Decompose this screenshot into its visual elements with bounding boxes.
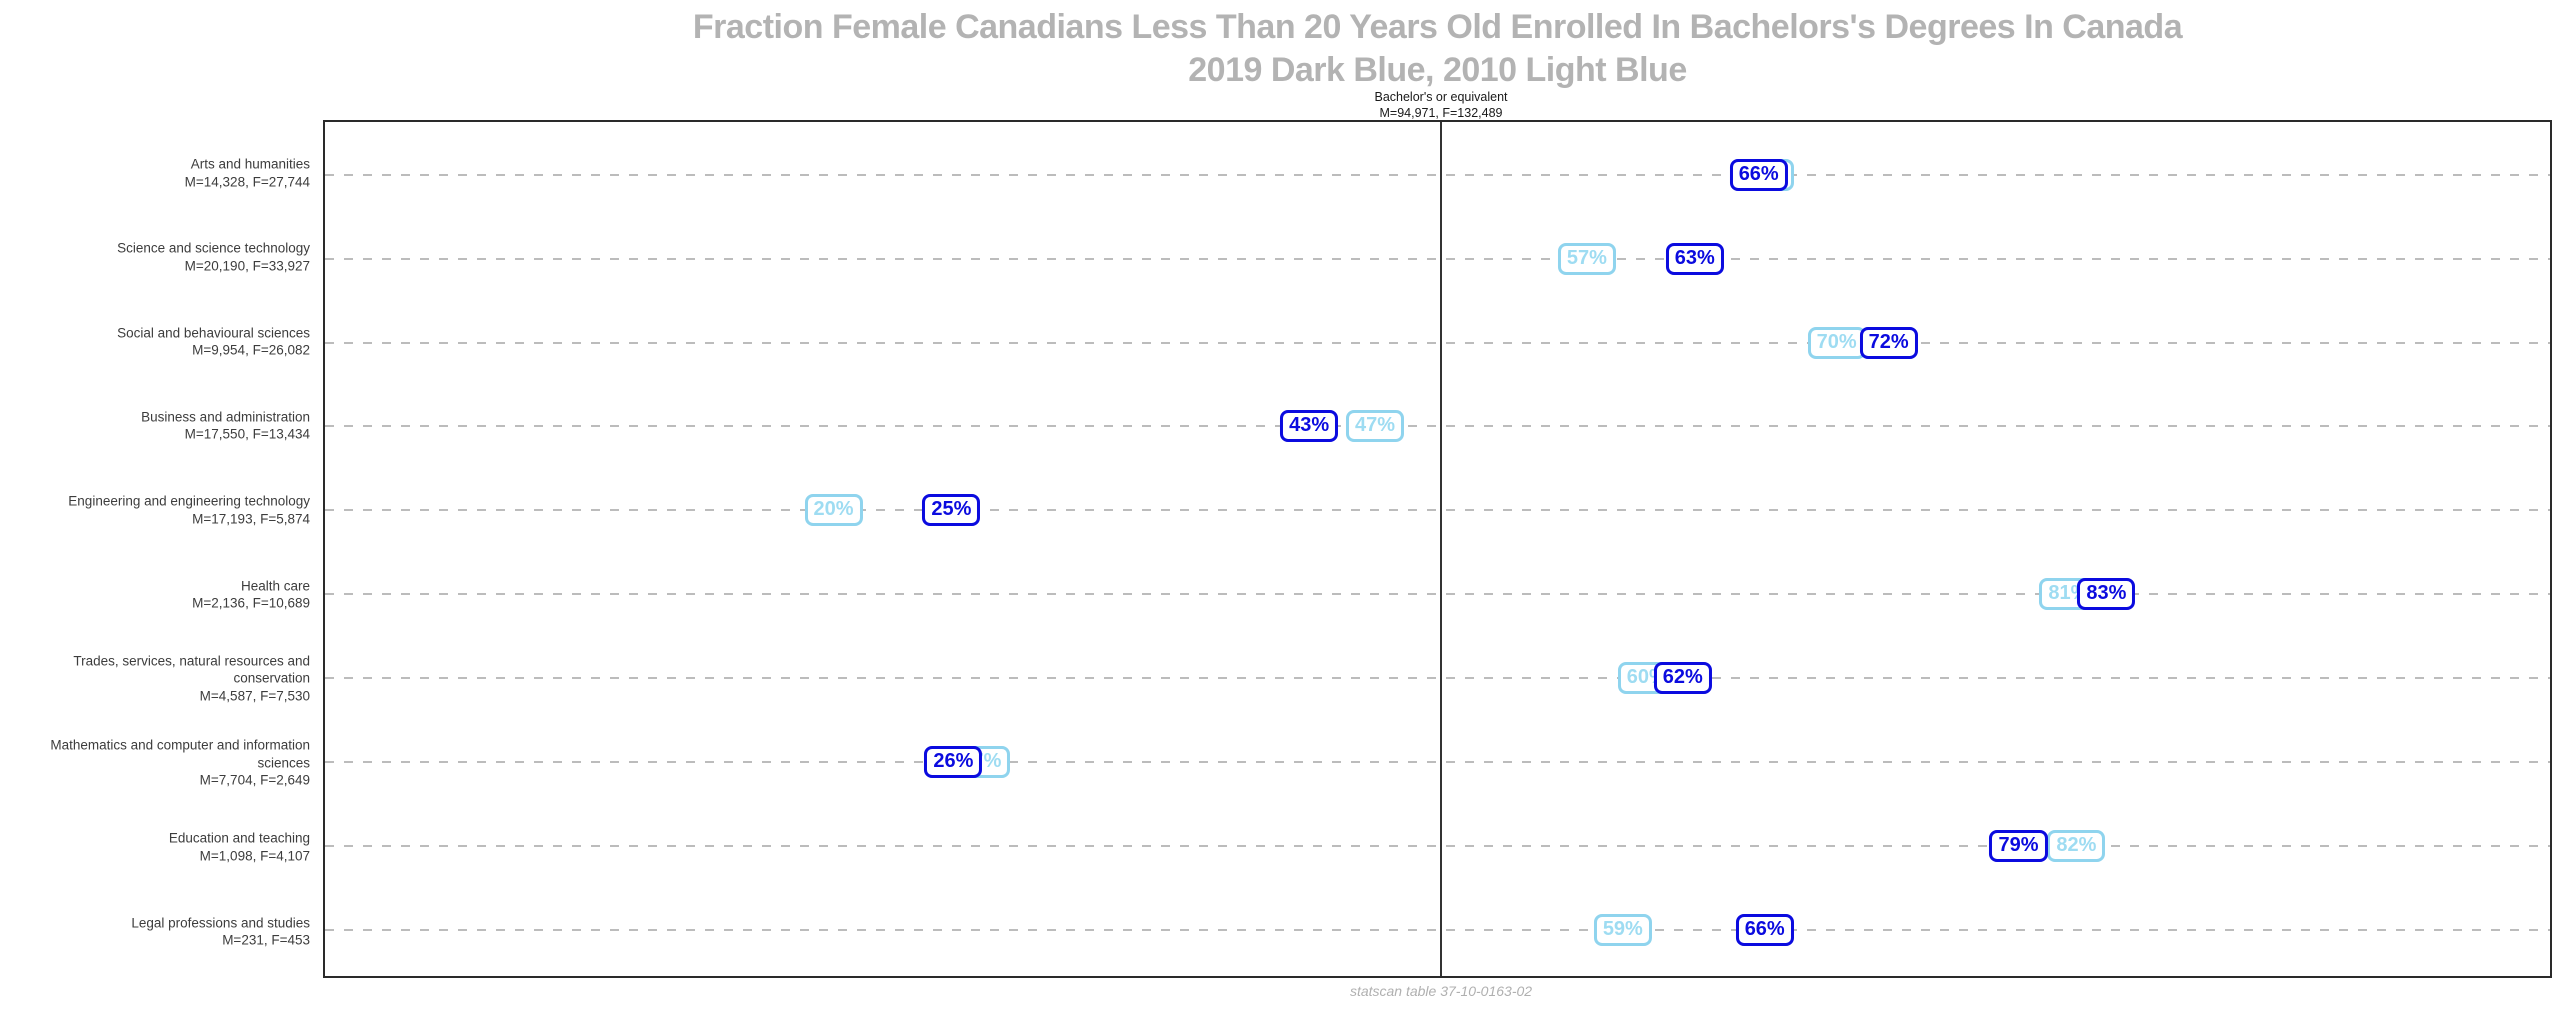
value-box-2019: 63% xyxy=(1665,242,1724,275)
category-name: Education and teaching xyxy=(168,830,310,846)
category-mf-counts: M=17,550, F=13,434 xyxy=(184,426,310,442)
chart-title-line1: Fraction Female Canadians Less Than 20 Y… xyxy=(692,8,2183,46)
row-gridline xyxy=(325,425,2550,428)
category-mf-counts: M=1,098, F=4,107 xyxy=(199,848,310,864)
category-label: Trades, services, natural resources and … xyxy=(0,652,310,705)
row-gridline xyxy=(325,845,2550,848)
category-label: Business and administration M=17,550, F=1… xyxy=(0,408,310,443)
category-label: Engineering and engineering technology M=… xyxy=(0,493,310,528)
category-name: Health care xyxy=(240,577,310,593)
reference-line-50pct xyxy=(1439,122,1442,976)
chart-title-line2: 2019 Dark Blue, 2010 Light Blue xyxy=(1188,50,1687,89)
category-mf-counts: M=20,190, F=33,927 xyxy=(184,258,310,274)
value-box-2019: 79% xyxy=(1989,830,2048,863)
row-gridline xyxy=(325,257,2550,260)
category-name: Engineering and engineering technology xyxy=(68,493,310,509)
value-box-2010: 70% xyxy=(1807,326,1866,359)
value-box-2019: 72% xyxy=(1859,326,1918,359)
value-box-2010: 20% xyxy=(804,494,863,527)
row-gridline xyxy=(325,928,2550,931)
category-label: Science and science technology M=20,190, … xyxy=(0,240,310,275)
value-box-2019: 43% xyxy=(1280,410,1339,443)
facet-totals: M=94,971, F=132,489 xyxy=(1379,105,1503,120)
facet-name: Bachelor's or equivalent xyxy=(1374,90,1508,104)
facet-header: Bachelor's or equivalent M=94,971, F=132… xyxy=(1141,90,1741,121)
row-gridline xyxy=(325,341,2550,344)
row-gridline xyxy=(325,173,2550,176)
value-box-2019: 66% xyxy=(1729,158,1788,191)
category-mf-counts: M=4,587, F=7,530 xyxy=(199,688,310,704)
category-name: Science and science technology xyxy=(117,240,310,256)
category-name: Legal professions and studies xyxy=(131,915,310,931)
category-mf-counts: M=231, F=453 xyxy=(222,932,310,948)
category-mf-counts: M=17,193, F=5,874 xyxy=(192,511,310,527)
value-box-2019: 66% xyxy=(1735,913,1794,946)
category-name: Business and administration xyxy=(141,409,310,425)
value-box-2010: 82% xyxy=(2047,830,2106,863)
category-label: Education and teaching M=1,098, F=4,107 xyxy=(0,830,310,865)
row-gridline xyxy=(325,509,2550,512)
category-label: Mathematics and computer and information… xyxy=(0,737,310,790)
category-label: Legal professions and studies M=231, F=45… xyxy=(0,914,310,949)
category-mf-counts: M=2,136, F=10,689 xyxy=(192,595,310,611)
value-box-2010: 59% xyxy=(1593,913,1652,946)
category-mf-counts: M=9,954, F=26,082 xyxy=(192,342,310,358)
category-name: Social and behavioural sciences xyxy=(117,325,310,341)
value-box-2010: 47% xyxy=(1346,410,1405,443)
value-box-2019: 26% xyxy=(924,746,983,779)
plot-area: 66%57%70%47%20%81%60%27%82%59%66%63%72%4… xyxy=(323,120,2552,978)
source-caption: statscan table 37-10-0163-02 xyxy=(1349,983,1533,999)
value-box-2019: 25% xyxy=(922,494,981,527)
category-name: Arts and humanities xyxy=(190,156,310,172)
category-label: Health care M=2,136, F=10,689 xyxy=(0,577,310,612)
value-box-2010: 57% xyxy=(1557,242,1616,275)
category-mf-counts: M=7,704, F=2,649 xyxy=(199,772,310,788)
category-mf-counts: M=14,328, F=27,744 xyxy=(184,174,310,190)
value-box-2019: 83% xyxy=(2077,578,2136,611)
category-name: Mathematics and computer and information… xyxy=(50,737,310,771)
category-label: Arts and humanities M=14,328, F=27,744 xyxy=(0,155,310,190)
category-label: Social and behavioural sciences M=9,954, … xyxy=(0,324,310,359)
row-gridline xyxy=(325,761,2550,764)
chart-title: Fraction Female Canadians Less Than 20 Y… xyxy=(323,6,2552,91)
row-gridline xyxy=(325,593,2550,596)
row-gridline xyxy=(325,677,2550,680)
value-box-2019: 62% xyxy=(1653,662,1712,695)
category-name: Trades, services, natural resources and … xyxy=(73,653,310,687)
